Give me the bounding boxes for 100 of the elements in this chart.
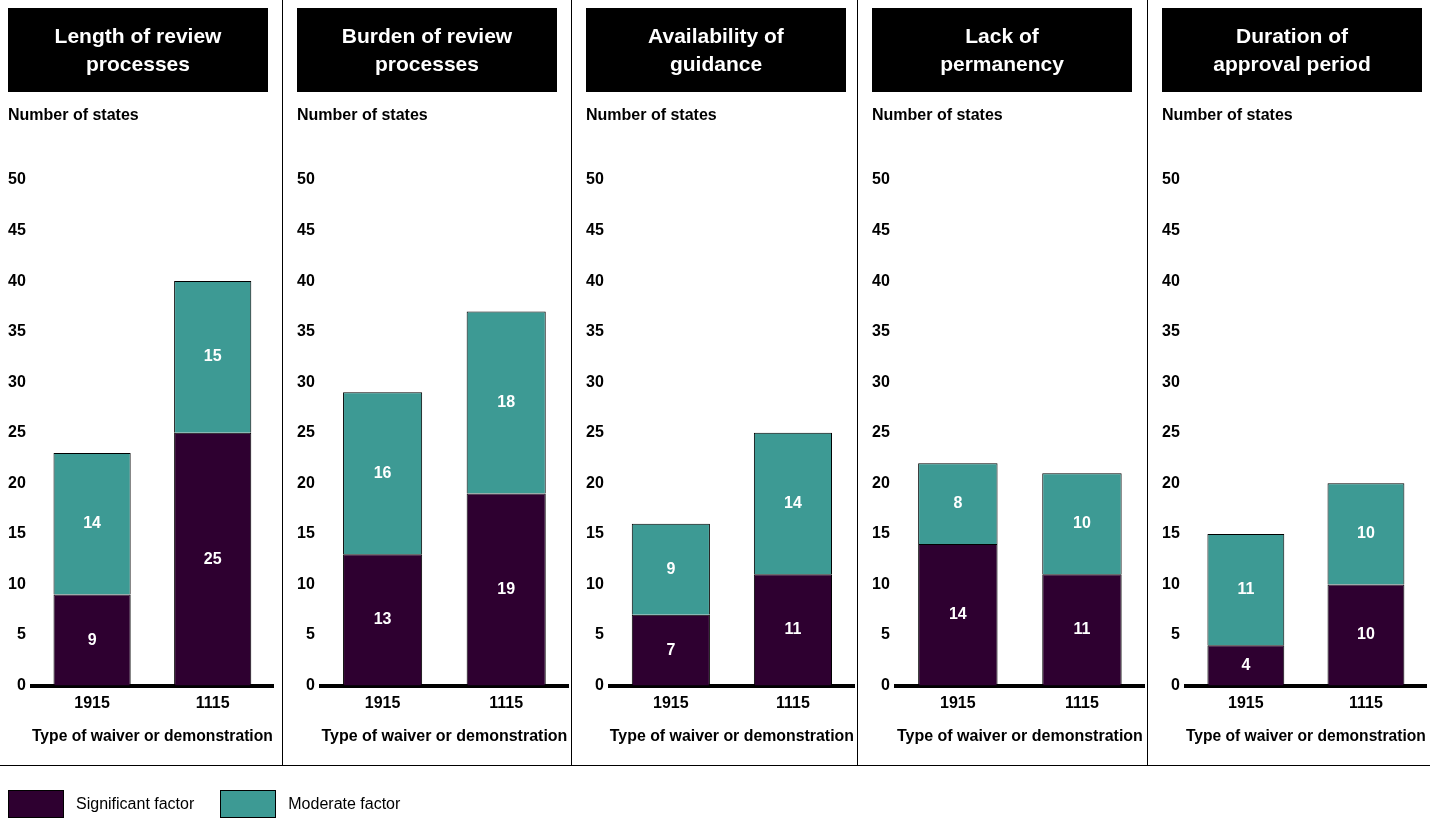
y-tick-label: 20 <box>872 473 890 491</box>
y-tick-label: 50 <box>8 170 26 188</box>
legend-label: Moderate factor <box>288 795 401 813</box>
y-tick-label: 25 <box>8 423 26 441</box>
y-tick-label: 35 <box>297 322 315 340</box>
y-tick-label: 10 <box>8 574 26 592</box>
y-axis-title: Number of states <box>586 106 717 124</box>
y-axis-title: Number of states <box>8 106 139 124</box>
y-tick-label: 30 <box>1162 372 1180 390</box>
y-tick-label: 5 <box>880 625 890 643</box>
y-tick-label: 15 <box>297 524 315 542</box>
y-tick-label: 35 <box>586 322 604 340</box>
data-label: 14 <box>948 605 967 623</box>
x-tick-label: 1115 <box>489 693 524 711</box>
chart-title: Duration of approval period <box>1162 8 1422 92</box>
data-label: 13 <box>373 610 392 628</box>
data-label: 19 <box>497 579 516 597</box>
data-label: 14 <box>784 493 802 511</box>
x-axis-title: Type of waiver or demonstration <box>31 726 273 744</box>
y-tick-label: 30 <box>8 372 26 390</box>
y-axis-title: Number of states <box>297 106 428 124</box>
x-tick-label: 1915 <box>940 693 976 711</box>
y-axis-title: Number of states <box>1162 106 1293 124</box>
y-tick-label: 5 <box>1170 625 1180 643</box>
data-label: 9 <box>666 559 676 577</box>
data-label: 14 <box>83 514 102 532</box>
data-label: 25 <box>203 549 222 567</box>
y-tick-label: 20 <box>1162 473 1180 491</box>
data-label: 16 <box>373 463 392 481</box>
y-tick-label: 30 <box>586 372 604 390</box>
data-label: 11 <box>1073 620 1091 638</box>
y-tick-label: 10 <box>872 574 890 592</box>
y-tick-label: 5 <box>16 625 26 643</box>
y-tick-label: 30 <box>297 372 315 390</box>
y-tick-label: 45 <box>297 220 315 238</box>
x-tick-label: 1115 <box>195 693 230 711</box>
legend-label: Significant factor <box>76 795 195 813</box>
y-tick-label: 10 <box>297 574 315 592</box>
y-tick-label: 40 <box>297 271 315 289</box>
y-tick-label: 10 <box>586 574 604 592</box>
y-tick-label: 40 <box>872 271 890 289</box>
y-tick-label: 40 <box>1162 271 1180 289</box>
y-tick-label: 45 <box>8 220 26 238</box>
x-tick-label: 1115 <box>1065 693 1099 711</box>
x-tick-label: 1915 <box>653 693 689 711</box>
data-label: 15 <box>203 347 222 365</box>
y-tick-label: 20 <box>586 473 604 491</box>
y-tick-label: 0 <box>1170 676 1180 694</box>
y-tick-label: 0 <box>305 676 315 694</box>
data-label: 10 <box>1073 514 1091 532</box>
x-axis-title: Type of waiver or demonstration <box>1185 726 1426 744</box>
x-tick-label: 1915 <box>74 693 110 711</box>
y-tick-label: 40 <box>8 271 26 289</box>
y-tick-label: 45 <box>1162 220 1180 238</box>
x-tick-label: 1915 <box>1228 693 1264 711</box>
y-tick-label: 35 <box>1162 322 1180 340</box>
x-tick-label: 1115 <box>776 693 810 711</box>
data-label: 8 <box>953 493 963 511</box>
y-tick-label: 25 <box>872 423 890 441</box>
chart-title: Burden of review processes <box>297 8 557 92</box>
y-tick-label: 5 <box>305 625 315 643</box>
data-label: 11 <box>784 620 802 638</box>
y-tick-label: 50 <box>872 170 890 188</box>
data-label: 9 <box>87 630 97 648</box>
x-axis-title: Type of waiver or demonstration <box>896 726 1143 744</box>
y-tick-label: 40 <box>586 271 604 289</box>
x-tick-label: 1115 <box>1349 693 1383 711</box>
chart-title: Lack of permanency <box>872 8 1132 92</box>
y-tick-label: 15 <box>1162 524 1180 542</box>
y-tick-label: 0 <box>880 676 890 694</box>
x-tick-label: 1915 <box>364 693 401 711</box>
data-label: 10 <box>1357 524 1375 542</box>
y-tick-label: 30 <box>872 372 890 390</box>
data-label: 10 <box>1357 625 1375 643</box>
data-label: 18 <box>497 392 516 410</box>
chart-title: Availability of guidance <box>586 8 846 92</box>
y-tick-label: 0 <box>16 676 26 694</box>
x-axis-title: Type of waiver or demonstration <box>321 726 568 744</box>
y-tick-label: 15 <box>872 524 890 542</box>
y-tick-label: 15 <box>586 524 604 542</box>
y-tick-label: 5 <box>594 625 604 643</box>
y-axis-title: Number of states <box>872 106 1003 124</box>
y-tick-label: 10 <box>1162 574 1180 592</box>
data-label: 11 <box>1237 579 1255 597</box>
y-tick-label: 25 <box>297 423 315 441</box>
y-tick-label: 20 <box>8 473 26 491</box>
y-tick-label: 25 <box>1162 423 1180 441</box>
y-tick-label: 20 <box>297 473 315 491</box>
data-label: 4 <box>1241 655 1251 673</box>
y-tick-label: 35 <box>8 322 26 340</box>
chart-title: Length of review processes <box>8 8 268 92</box>
y-tick-label: 45 <box>872 220 890 238</box>
y-tick-label: 50 <box>586 170 604 188</box>
y-tick-label: 25 <box>586 423 604 441</box>
y-tick-label: 15 <box>8 524 26 542</box>
y-tick-label: 50 <box>1162 170 1180 188</box>
x-axis-title: Type of waiver or demonstration <box>609 726 854 744</box>
y-tick-label: 45 <box>586 220 604 238</box>
y-tick-label: 35 <box>872 322 890 340</box>
data-label: 7 <box>666 640 676 658</box>
